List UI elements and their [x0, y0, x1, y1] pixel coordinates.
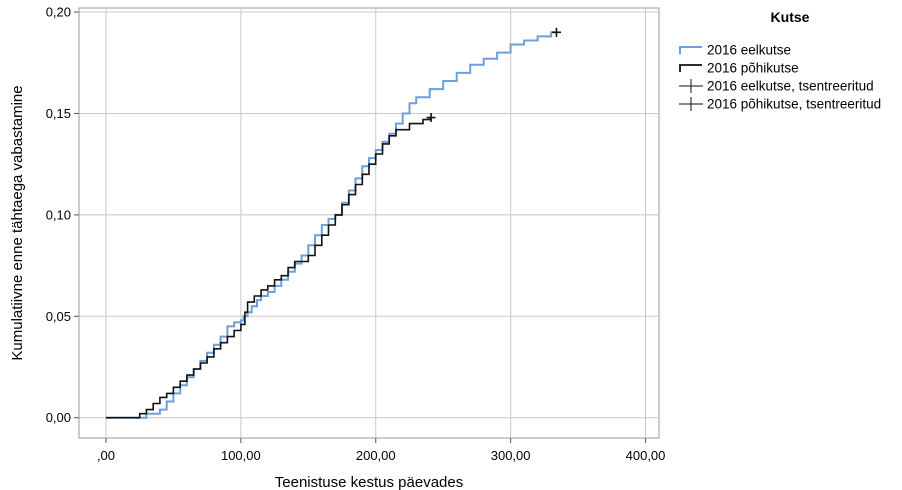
y-tick-label: 0,05 [46, 309, 71, 324]
legend-item: 2016 põhikutse [679, 61, 799, 76]
plot-area [78, 7, 660, 439]
y-tick-label: 0,20 [46, 5, 71, 20]
legend-item: 2016 eelkutse, tsentreeritud [679, 79, 874, 94]
legend-label: 2016 põhikutse [707, 61, 799, 76]
x-tick-label: 100,00 [221, 448, 261, 463]
censor-mark [426, 113, 436, 123]
legend-label: 2016 eelkutse [707, 43, 791, 58]
y-axis-title: Kumulatiivne enne tähtaega vabastamine [9, 85, 26, 360]
x-ticks: ,00 100,00 200,00 300,00 400,00 [97, 438, 665, 463]
series-line-eelkutse [106, 31, 557, 419]
legend-swatch [679, 79, 703, 93]
legend-swatch [679, 46, 702, 54]
x-tick-label: 400,00 [626, 448, 666, 463]
legend-label: 2016 eelkutse, tsentreeritud [707, 79, 874, 94]
legend-title: Kutse [771, 9, 810, 25]
y-tick-label: 0,15 [46, 106, 71, 121]
x-tick-label: 200,00 [356, 448, 396, 463]
censor-marks [426, 27, 561, 123]
series-line-pohikutse [106, 117, 432, 419]
x-tick-label: 300,00 [491, 448, 531, 463]
y-tick-label: 0,10 [46, 207, 71, 222]
legend: Kutse 2016 eelkutse 2016 põhikutse 2016 ee… [679, 9, 881, 112]
legend-swatch [679, 64, 702, 72]
gridlines [79, 8, 659, 438]
y-ticks: 0,00 0,05 0,10 0,15 0,20 [46, 5, 79, 425]
legend-item: 2016 põhikutse, tsentreeritud [679, 97, 881, 112]
legend-swatch [679, 97, 703, 111]
legend-item: 2016 eelkutse [679, 43, 791, 58]
x-tick-label: ,00 [97, 448, 115, 463]
x-axis-title: Teenistuse kestus päevades [275, 474, 463, 490]
legend-label: 2016 põhikutse, tsentreeritud [707, 97, 881, 112]
censor-mark [551, 27, 561, 37]
series-lines [106, 31, 557, 419]
y-tick-label: 0,00 [46, 410, 71, 425]
